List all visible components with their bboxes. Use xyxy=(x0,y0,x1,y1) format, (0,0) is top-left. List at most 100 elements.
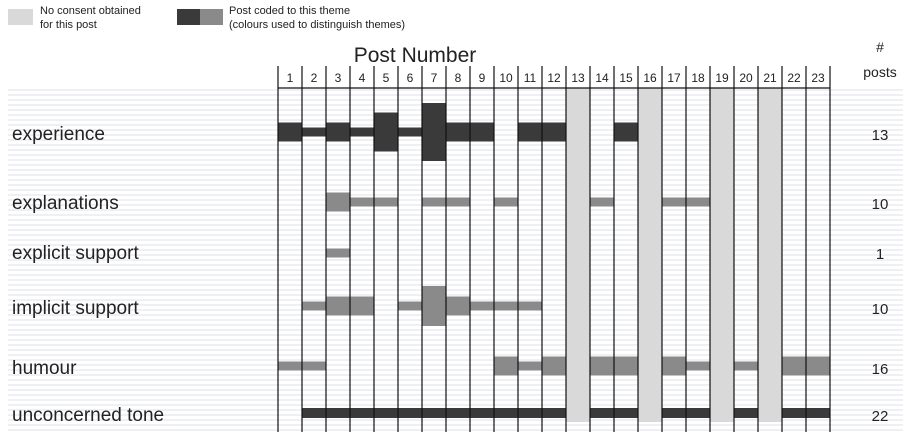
count-header-posts: posts xyxy=(863,64,896,80)
theme-bar xyxy=(806,356,830,376)
post-number-label: 1 xyxy=(287,71,294,85)
theme-bar xyxy=(302,127,326,137)
theme-bar xyxy=(398,408,422,418)
post-number-label: 22 xyxy=(787,71,801,85)
post-number-label: 4 xyxy=(359,71,366,85)
no-consent-column xyxy=(758,88,782,422)
theme-bar xyxy=(518,301,542,311)
theme-bar xyxy=(326,248,350,258)
post-number-label: 6 xyxy=(407,71,414,85)
theme-label: implicit support xyxy=(12,298,139,319)
theme-bar xyxy=(422,408,446,418)
legend-coded-swatch-dark xyxy=(177,9,200,25)
theme-bar xyxy=(350,197,374,207)
theme-bar xyxy=(422,197,446,207)
post-number-label: 8 xyxy=(455,71,462,85)
theme-bar xyxy=(542,356,566,376)
theme-bar xyxy=(614,356,638,376)
theme-bar xyxy=(446,296,470,316)
theme-count: 16 xyxy=(872,361,889,378)
theme-bar xyxy=(278,361,302,371)
theme-count: 1 xyxy=(876,246,884,263)
no-consent-column xyxy=(566,88,590,422)
post-number-label: 15 xyxy=(619,71,633,85)
legend: No consent obtained for this post Post c… xyxy=(8,5,405,31)
theme-label: unconcerned tone xyxy=(12,405,164,426)
theme-bar xyxy=(374,112,398,152)
theme-bar xyxy=(350,127,374,137)
theme-bar xyxy=(662,197,686,207)
theme-bar xyxy=(734,361,758,371)
post-number-label: 21 xyxy=(763,71,777,85)
post-number-label: 14 xyxy=(595,71,609,85)
theme-bar xyxy=(446,197,470,207)
theme-bar xyxy=(494,356,518,376)
theme-bar xyxy=(326,296,350,316)
theme-bar xyxy=(422,103,446,161)
theme-count: 13 xyxy=(872,127,889,144)
theme-bar xyxy=(398,301,422,311)
theme-bar xyxy=(302,301,326,311)
post-number-label: 11 xyxy=(524,71,537,85)
theme-bar xyxy=(662,356,686,376)
post-number-label: 20 xyxy=(739,71,753,85)
theme-bar xyxy=(470,408,494,418)
post-number-label: 13 xyxy=(571,71,585,85)
theme-bar xyxy=(614,408,638,418)
chart-title: Post Number xyxy=(354,44,477,67)
theme-bar xyxy=(326,192,350,212)
theme-bar xyxy=(374,197,398,207)
theme-counts: 13 10 1 10 16 22 xyxy=(872,127,889,425)
theme-label: experience xyxy=(12,124,105,145)
theme-bar xyxy=(518,361,542,371)
theme-bar xyxy=(686,361,710,371)
theme-bar xyxy=(518,408,542,418)
theme-bar xyxy=(734,408,758,418)
column-dividers xyxy=(277,66,831,432)
no-consent-columns xyxy=(566,88,782,422)
theme-bar xyxy=(446,408,470,418)
post-number-label: 23 xyxy=(811,71,825,85)
theme-count: 10 xyxy=(872,196,889,213)
theme-bar xyxy=(302,408,326,418)
theme-count: 22 xyxy=(872,408,889,425)
theme-label: explicit support xyxy=(12,243,139,264)
post-number-label: 16 xyxy=(643,71,657,85)
theme-bar xyxy=(686,197,710,207)
post-number-labels: 1 2 3 4 5 6 7 8 9 10 11 12 13 14 15 16 17 18 19 20 21 22 23 xyxy=(287,71,825,85)
theme-bar xyxy=(302,361,326,371)
theme-label: humour xyxy=(12,358,77,379)
theme-bar xyxy=(494,301,518,311)
count-header-hash: # xyxy=(876,39,884,55)
legend-coded-swatch-light xyxy=(200,9,223,25)
theme-labels: experience explanations explicit support im… xyxy=(12,124,164,426)
post-number-label: 12 xyxy=(547,71,561,85)
post-number-label: 9 xyxy=(479,71,486,85)
theme-label: explanations xyxy=(12,193,119,214)
theme-bar xyxy=(326,408,350,418)
post-number-label: 7 xyxy=(431,71,438,85)
theme-bar xyxy=(326,122,350,142)
theme-bar xyxy=(446,122,470,142)
theme-count: 10 xyxy=(872,301,889,318)
theme-bar xyxy=(542,122,566,142)
legend-no-consent-swatch xyxy=(8,9,33,25)
theme-bar xyxy=(374,408,398,418)
post-number-label: 10 xyxy=(499,71,513,85)
post-number-label: 5 xyxy=(383,71,390,85)
post-number-label: 18 xyxy=(691,71,705,85)
background-stripes xyxy=(8,89,903,431)
theme-bar xyxy=(350,296,374,316)
theme-bar xyxy=(662,408,686,418)
legend-coded-text-1: Post coded to this theme xyxy=(229,5,350,17)
theme-bar xyxy=(470,301,494,311)
legend-no-consent-text-1: No consent obtained xyxy=(40,5,141,17)
no-consent-column xyxy=(638,88,662,422)
post-number-label: 17 xyxy=(667,71,681,85)
theme-bars xyxy=(278,103,830,418)
theme-bar xyxy=(614,122,638,142)
theme-bar xyxy=(494,408,518,418)
legend-coded-text-2: (colours used to distinguish themes) xyxy=(229,19,405,31)
theme-bar xyxy=(542,408,566,418)
